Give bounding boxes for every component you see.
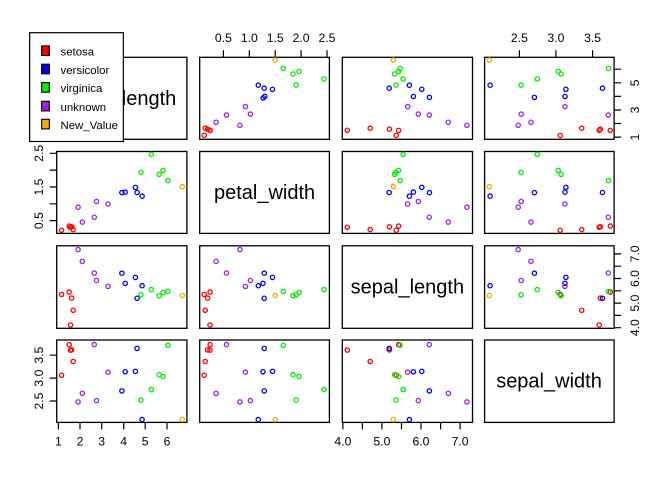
svg-text:3: 3 — [628, 106, 642, 113]
svg-text:sepal_length: sepal_length — [351, 277, 464, 299]
svg-text:6: 6 — [164, 435, 171, 449]
svg-text:2: 2 — [77, 435, 84, 449]
svg-text:5.0: 5.0 — [373, 435, 390, 449]
svg-text:5: 5 — [628, 79, 642, 86]
svg-text:2.5: 2.5 — [32, 392, 46, 409]
svg-text:setosa: setosa — [61, 47, 95, 59]
svg-text:2.5: 2.5 — [511, 31, 528, 45]
svg-text:3.0: 3.0 — [547, 31, 564, 45]
svg-text:5.0: 5.0 — [628, 294, 642, 311]
svg-text:6.0: 6.0 — [413, 435, 430, 449]
svg-text:2.5: 2.5 — [319, 31, 336, 45]
svg-text:4.0: 4.0 — [334, 435, 351, 449]
svg-text:4: 4 — [120, 435, 127, 449]
svg-text:5: 5 — [142, 435, 149, 449]
svg-text:7.0: 7.0 — [452, 435, 469, 449]
svg-text:petal_width: petal_width — [214, 182, 315, 204]
svg-text:1.5: 1.5 — [32, 178, 46, 195]
svg-text:unknown: unknown — [61, 102, 107, 114]
svg-text:7.0: 7.0 — [628, 245, 642, 262]
svg-text:New_Value: New_Value — [61, 120, 118, 132]
svg-text:1.0: 1.0 — [241, 31, 258, 45]
svg-text:1: 1 — [628, 133, 642, 140]
svg-text:3: 3 — [98, 435, 105, 449]
svg-text:sepal_width: sepal_width — [496, 371, 602, 393]
svg-text:virginica: virginica — [61, 83, 103, 95]
svg-text:0.5: 0.5 — [32, 212, 46, 229]
svg-text:6.0: 6.0 — [628, 270, 642, 287]
svg-text:0.5: 0.5 — [215, 31, 232, 45]
svg-text:2.0: 2.0 — [293, 31, 310, 45]
svg-text:4.0: 4.0 — [628, 319, 642, 336]
svg-text:3.5: 3.5 — [32, 347, 46, 364]
svg-text:versicolor: versicolor — [61, 65, 110, 77]
svg-text:3.5: 3.5 — [584, 31, 601, 45]
svg-text:1.5: 1.5 — [267, 31, 284, 45]
svg-text:3.0: 3.0 — [32, 369, 46, 386]
svg-text:1: 1 — [55, 435, 62, 449]
svg-text:2.5: 2.5 — [32, 145, 46, 162]
